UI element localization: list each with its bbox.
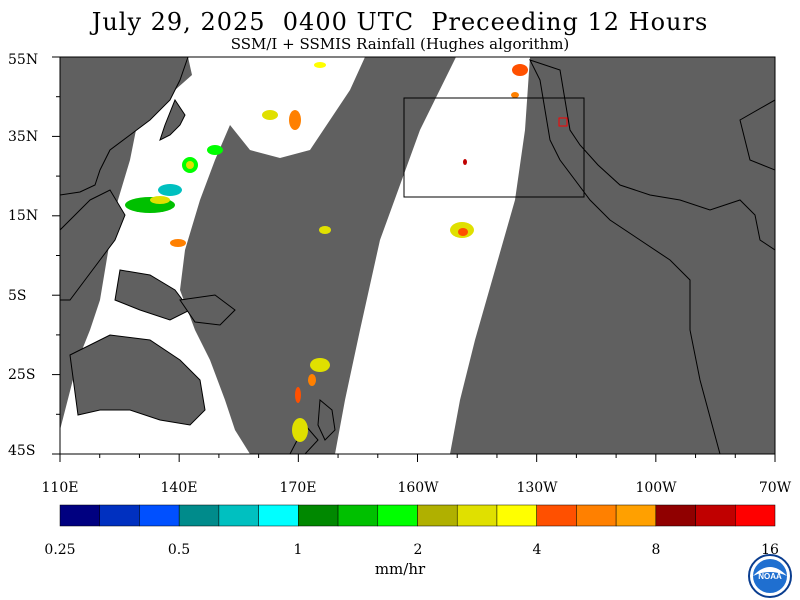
colorbar-swatch bbox=[417, 504, 458, 527]
colorbar-units: mm/hr bbox=[374, 560, 426, 578]
cbar-label-1: 0.5 bbox=[167, 542, 191, 558]
colorbar-swatch bbox=[695, 504, 736, 527]
colorbar-swatch bbox=[218, 504, 259, 527]
cbar-label-2: 1 bbox=[293, 542, 303, 558]
colorbar-swatch bbox=[59, 504, 100, 527]
highlight-marker bbox=[558, 117, 568, 127]
colorbar-swatch bbox=[536, 504, 577, 527]
colorbar-swatch bbox=[178, 504, 220, 527]
cbar-label-6: 16 bbox=[761, 542, 779, 558]
map-title: July 29, 2025 0400 UTC Preceeding 12 Hou… bbox=[91, 8, 709, 36]
colorbar-swatch bbox=[615, 504, 657, 527]
colorbar-swatch bbox=[139, 504, 180, 527]
rainfall-patches bbox=[125, 62, 528, 442]
cbar-label-0: 0.25 bbox=[44, 542, 76, 558]
lon-label-170e: 170E bbox=[279, 480, 317, 496]
cbar-label-4: 4 bbox=[532, 542, 542, 558]
colorbar-swatch bbox=[298, 504, 339, 527]
lat-label-5s: 5S bbox=[8, 288, 27, 304]
colorbar-swatch bbox=[99, 504, 140, 527]
lat-label-15n: 15N bbox=[8, 208, 39, 224]
map-subtitle: SSM/I + SSMIS Rainfall (Hughes algorithm… bbox=[230, 35, 570, 53]
axis-ticks bbox=[52, 56, 776, 462]
cbar-label-3: 2 bbox=[413, 542, 423, 558]
land-masses bbox=[60, 57, 775, 454]
colorbar-swatch bbox=[337, 504, 379, 527]
colorbar-swatch bbox=[496, 504, 537, 527]
cbar-label-5: 8 bbox=[651, 542, 661, 558]
lon-label-70w: 70W bbox=[758, 480, 792, 496]
lon-label-110e: 110E bbox=[41, 480, 79, 496]
colorbar bbox=[59, 504, 776, 527]
lat-label-35n: 35N bbox=[8, 129, 39, 145]
lon-label-140e: 140E bbox=[160, 480, 198, 496]
colorbar-swatch bbox=[456, 504, 498, 527]
colorbar-swatch bbox=[377, 504, 418, 527]
lat-label-45s: 45S bbox=[8, 443, 36, 459]
outlook-box bbox=[403, 97, 585, 198]
colorbar-swatch bbox=[655, 504, 696, 527]
noaa-logo-icon: NOAA bbox=[748, 554, 792, 598]
lat-label-55n: 55N bbox=[8, 52, 39, 68]
colorbar-swatch bbox=[576, 504, 617, 527]
lon-label-130w: 130W bbox=[516, 480, 558, 496]
lon-label-100w: 100W bbox=[635, 480, 677, 496]
lon-label-160w: 160W bbox=[397, 480, 439, 496]
lat-label-25s: 25S bbox=[8, 367, 36, 383]
noaa-logo-text: NOAA bbox=[758, 572, 782, 581]
colorbar-swatch bbox=[258, 504, 299, 527]
colorbar-swatch bbox=[735, 504, 776, 527]
